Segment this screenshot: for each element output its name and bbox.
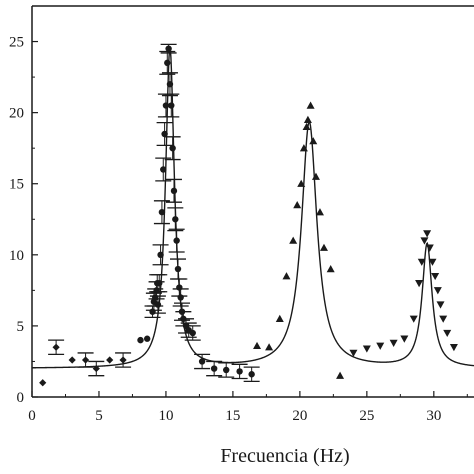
data-point-triangle-up [297, 179, 306, 187]
data-point-diamond [106, 356, 114, 364]
data-point-circle [174, 265, 182, 273]
y-tick-label: 25 [9, 35, 24, 51]
data-point-triangle-up [293, 201, 302, 209]
data-point-circle [169, 144, 176, 152]
data-point-circle [248, 371, 255, 378]
data-point-triangle-down [420, 237, 429, 245]
x-tick-label: 25 [359, 408, 374, 424]
data-point-circle [166, 81, 174, 88]
x-tick-label: 15 [225, 408, 240, 424]
data-point-circle [149, 308, 156, 315]
data-point-circle [165, 45, 172, 52]
x-tick-label: 20 [292, 408, 307, 424]
data-point-triangle-up [282, 272, 291, 280]
data-point-circle [160, 166, 167, 173]
data-point-circle [164, 59, 171, 67]
y-tick-label: 0 [17, 390, 25, 406]
data-point-triangle-up [306, 101, 315, 109]
y-tick-label: 5 [17, 319, 25, 335]
data-point-triangle-down [362, 345, 371, 353]
data-point-diamond [68, 356, 76, 364]
data-point-triangle-down [433, 287, 442, 295]
data-point-diamond [119, 356, 127, 364]
data-point-circle [189, 329, 196, 337]
data-point-circle [161, 130, 168, 138]
data-point-triangle-down [349, 349, 358, 357]
data-point-triangle-up [336, 371, 345, 379]
data-point-circle [156, 280, 163, 287]
data-point-triangle-down [400, 335, 409, 343]
data-point-circle [154, 301, 162, 308]
data-point-triangle-down [428, 258, 437, 266]
data-point-triangle-down [389, 339, 398, 347]
data-point-circle [170, 187, 178, 195]
data-point-diamond [52, 343, 60, 351]
data-point-circle [157, 251, 164, 259]
data-point-triangle-up [309, 137, 318, 145]
y-tick-label: 15 [9, 177, 24, 193]
x-tick-label: 30 [426, 408, 441, 424]
data-point-triangle-down [415, 280, 424, 288]
data-point-circle [162, 102, 170, 109]
data-point-circle [210, 365, 218, 372]
data-point-triangle-up [326, 265, 335, 273]
data-point-triangle-up [299, 144, 308, 152]
data-point-triangle-up [275, 314, 284, 322]
data-point-triangle-down [431, 272, 440, 281]
data-point-triangle-up [302, 122, 311, 131]
x-tick-label: 5 [95, 408, 103, 424]
data-point-triangle-down [409, 315, 418, 323]
data-point-circle [176, 284, 183, 291]
data-point-circle [236, 368, 243, 375]
data-point-triangle-down [439, 315, 448, 323]
data-point-triangle-down [425, 244, 434, 252]
data-point-circle [168, 102, 175, 109]
data-point-triangle-down [443, 329, 452, 338]
data-point-diamond [81, 356, 90, 364]
data-point-circle [143, 335, 151, 342]
data-point-circle [158, 208, 166, 216]
data-point-circle [137, 336, 144, 344]
data-point-triangle-down [376, 342, 385, 350]
axis-ticks: 0 5 10 15 20 25 30 0 5 10 15 20 25 [9, 5, 468, 424]
data-point-circle [223, 366, 230, 374]
data-point-diamond [39, 379, 47, 387]
x-axis-title: Frecuencia (Hz) [220, 445, 349, 467]
data-point-diamond [92, 364, 100, 373]
data-point-triangle-up [315, 208, 324, 216]
data-point-circle [177, 294, 184, 301]
data-markers [39, 43, 458, 387]
data-point-triangle-up [319, 243, 328, 251]
data-point-circle [198, 358, 206, 365]
x-tick-label: 10 [158, 408, 173, 424]
y-tick-label: 20 [9, 106, 24, 122]
data-point-triangle-up [303, 115, 312, 123]
data-point-triangle-down [417, 258, 426, 266]
data-point-triangle-up [311, 172, 320, 180]
data-point-triangle-up [253, 341, 262, 350]
fit-curve [32, 47, 474, 369]
data-point-triangle-down [436, 301, 445, 309]
data-point-triangle-down [423, 230, 432, 238]
data-point-circle [172, 216, 179, 223]
data-point-triangle-up [265, 343, 274, 351]
data-point-circle [173, 237, 180, 244]
data-point-triangle-down [449, 344, 458, 352]
data-point-triangle-up [289, 236, 298, 244]
x-tick-label: 0 [28, 408, 36, 424]
y-tick-label: 10 [9, 248, 24, 264]
